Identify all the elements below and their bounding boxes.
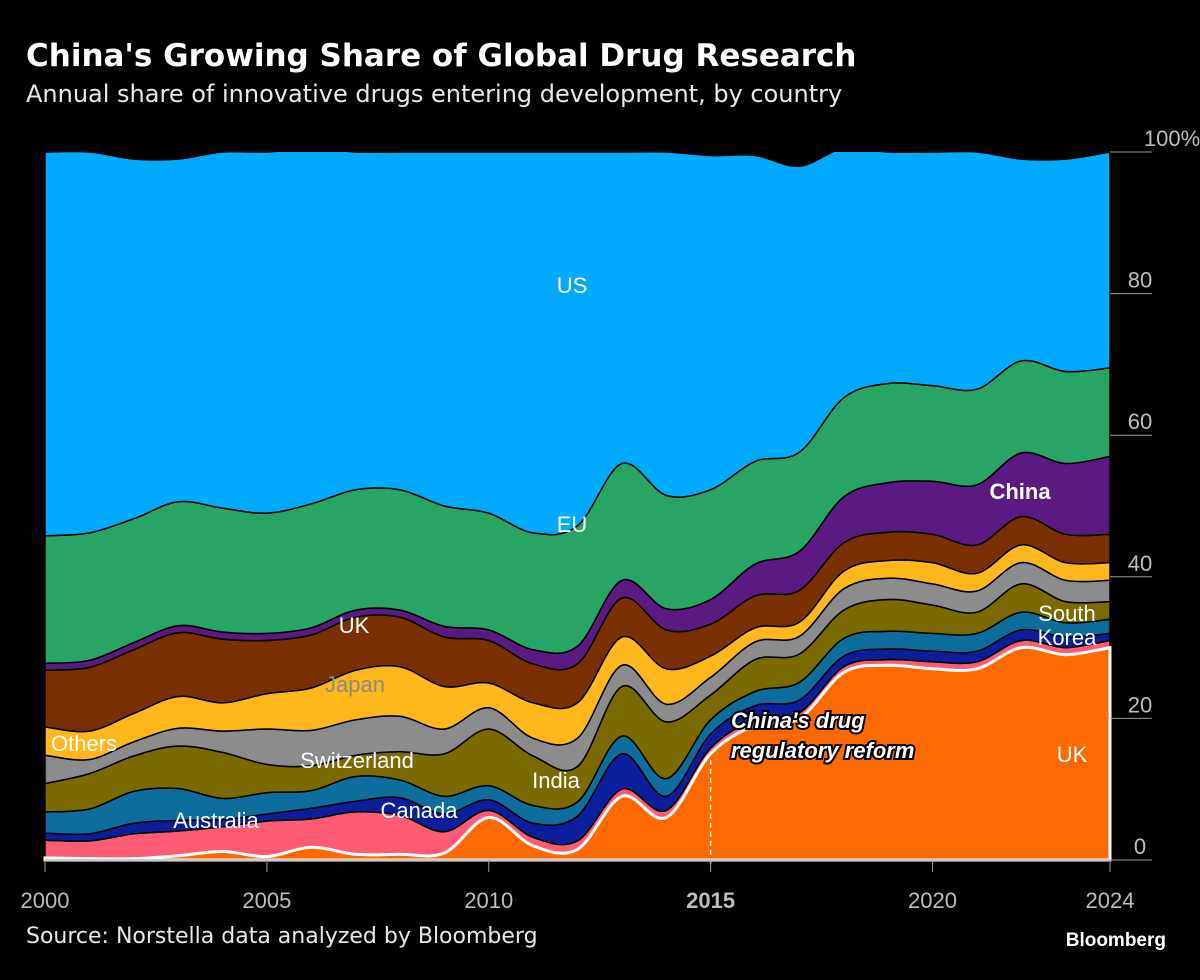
series-label-china: China <box>989 479 1051 504</box>
area-us <box>45 152 1110 537</box>
series-label-switzerland: Switzerland <box>300 748 414 773</box>
series-label-uk-right: UK <box>1057 742 1088 767</box>
y-tick-label-5: 100% <box>1144 126 1200 151</box>
series-label-eu: EU <box>557 512 588 537</box>
series-label-canada: Canada <box>380 798 458 823</box>
x-axis: 2000 2005 2010 2015 2020 2024 <box>21 859 1152 913</box>
series-label-us: US <box>557 273 588 298</box>
y-tick-label-3: 60 <box>1128 409 1152 434</box>
y-tick-label-1: 20 <box>1128 692 1152 717</box>
series-label-south-korea-line1: South <box>1038 601 1096 626</box>
x-tick-label-3: 2015 <box>686 888 735 913</box>
y-tick-label-2: 40 <box>1128 551 1152 576</box>
x-tick-label-2: 2010 <box>464 888 513 913</box>
series-label-japan: Japan <box>325 672 385 697</box>
x-tick-label-1: 2005 <box>242 888 291 913</box>
area-layers <box>45 152 1110 860</box>
x-tick-label-4: 2020 <box>908 888 957 913</box>
y-tick-label-4: 80 <box>1128 268 1152 293</box>
source-note: Source: Norstella data analyzed by Bloom… <box>26 924 538 949</box>
annotation-line2: regulatory reform <box>731 738 914 763</box>
chart-subtitle: Annual share of innovative drugs enterin… <box>26 80 843 108</box>
chart-title: China's Growing Share of Global Drug Res… <box>26 38 857 74</box>
x-tick-label-5: 2024 <box>1086 888 1135 913</box>
y-tick-label-0: 0 <box>1134 834 1146 859</box>
series-label-australia: Australia <box>173 808 259 833</box>
y-axis: 0 20 40 60 80 100% <box>1110 126 1200 861</box>
series-label-others: Others <box>51 731 117 756</box>
x-tick-label-0: 2000 <box>21 888 70 913</box>
series-label-uk: UK <box>339 613 370 638</box>
annotation-line1: China's drug <box>731 708 865 733</box>
bloomberg-logo: Bloomberg <box>1065 930 1166 951</box>
series-label-india: India <box>532 768 580 793</box>
series-label-south-korea-line2: Korea <box>1038 625 1097 650</box>
